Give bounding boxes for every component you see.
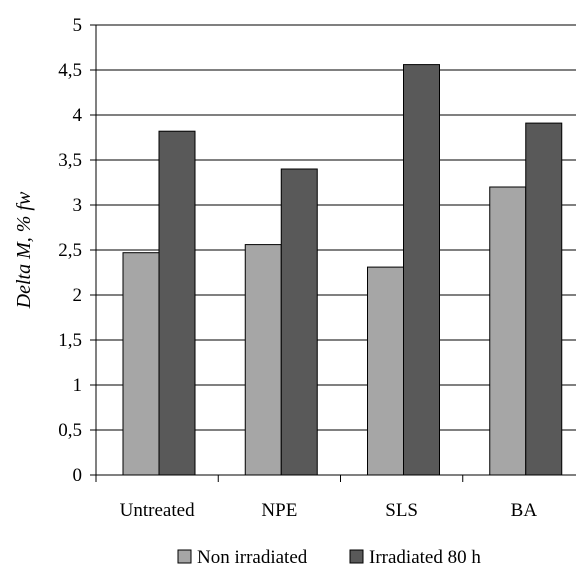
legend-swatch (349, 549, 364, 564)
bar-untreated-non-irradiated (122, 252, 160, 476)
legend: Non irradiated Irradiated 80 h (177, 547, 481, 568)
legend-label: Non irradiated (197, 547, 308, 568)
bar-sls-non-irradiated (367, 266, 404, 476)
bar-npe-irradiated (280, 168, 318, 476)
x-tick-label: BA (511, 500, 538, 521)
y-axis-title: Delta M, % fw (13, 191, 35, 309)
y-tick-label: 0,5 (58, 420, 82, 441)
x-tick-labels: Untreated NPE SLS BA (120, 500, 538, 521)
x-tick-label: Untreated (120, 500, 195, 521)
y-tick-label: 2,5 (58, 240, 82, 261)
y-tick-labels: 0 0,5 1 1,5 2 2,5 3 3,5 4 4,5 5 (58, 15, 82, 486)
legend-label: Irradiated 80 h (369, 547, 481, 568)
axes (90, 24, 576, 482)
y-tick-label: 2 (73, 285, 83, 306)
x-tick-label: SLS (385, 500, 418, 521)
y-tick-label: 4 (73, 105, 83, 126)
bar-ba-non-irradiated (489, 186, 527, 476)
bar-ba-irradiated (525, 122, 563, 476)
y-tick-label: 3 (73, 195, 83, 216)
y-tick-label: 5 (73, 15, 83, 36)
y-tick-label: 1,5 (58, 330, 82, 351)
bar-npe-non-irradiated (244, 244, 282, 476)
y-tick-label: 4,5 (58, 60, 82, 81)
y-tick-label: 0 (73, 465, 83, 486)
legend-swatch (177, 549, 192, 564)
bar-untreated-irradiated (158, 130, 196, 476)
x-tick-label: NPE (261, 500, 297, 521)
y-tick-label: 3,5 (58, 150, 82, 171)
bars (122, 64, 563, 476)
y-tick-label: 1 (73, 375, 83, 396)
bar-sls-irradiated (403, 64, 440, 476)
